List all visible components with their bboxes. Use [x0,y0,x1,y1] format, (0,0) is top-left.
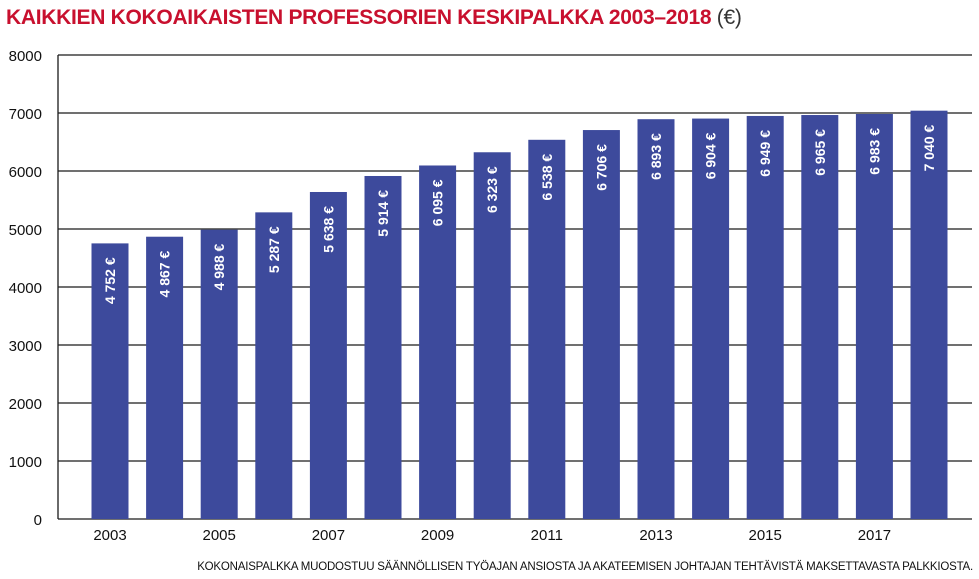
y-tick-label: 7000 [9,106,42,123]
bar-2018 [910,110,948,520]
bar-2003 [91,243,129,519]
chart-title-text: KAIKKIEN KOKOAIKAISTEN PROFESSORIEN KESK… [6,6,712,29]
chart-title: KAIKKIEN KOKOAIKAISTEN PROFESSORIEN KESK… [6,6,742,30]
bar-2016 [801,115,839,519]
bar-2017 [855,113,893,520]
bar-value-label: 6 893 € [648,133,664,180]
bar-2006 [255,212,293,519]
y-tick-label: 3000 [9,338,42,355]
x-tick-label: 2009 [421,527,454,544]
bar-2007 [309,191,347,519]
x-tick-label: 2017 [858,527,891,544]
bar-2015 [746,115,784,519]
bar-value-label: 5 287 € [266,226,282,273]
footnote: KOKONAISPALKKA MUODOSTUU SÄÄNNÖLLISEN TY… [197,561,973,573]
y-tick-label: 1000 [9,454,42,471]
bar-labels: 4 752 € 4 867 € 4 988 € 5 287 € 5 638 € 5 914… [102,124,937,304]
x-tick-label: 2005 [203,527,236,544]
chart-title-unit: (€) [716,6,742,29]
y-tick-label: 2000 [9,396,42,413]
bar-value-label: 4 988 € [211,243,227,290]
bars [91,110,948,520]
x-axis-ticks: 2003 2005 2007 2009 2011 2013 2015 2017 [93,527,891,544]
y-axis-ticks: 0 1000 2000 3000 4000 5000 6000 7000 8000 [9,48,42,529]
bar-value-label: 6 706 € [593,144,609,191]
bar-value-label: 6 904 € [703,132,719,179]
x-tick-label: 2007 [312,527,345,544]
x-tick-label: 2015 [749,527,782,544]
bar-2014 [692,118,730,520]
y-tick-label: 4000 [9,280,42,297]
bar-2013 [637,119,675,520]
bar-value-label: 5 914 € [375,190,391,237]
bar-value-label: 6 983 € [866,128,882,175]
bar-2011 [528,139,566,519]
bar-2012 [582,130,620,519]
bar-value-label: 4 867 € [157,251,173,298]
x-tick-label: 2003 [93,527,126,544]
bar-value-label: 6 323 € [484,166,500,213]
bar-2008 [364,175,402,519]
bar-value-label: 6 538 € [539,154,555,201]
y-tick-label: 0 [34,512,42,529]
y-tick-label: 5000 [9,222,42,239]
bar-2009 [419,165,457,520]
y-tick-label: 6000 [9,164,42,181]
bar-value-label: 6 965 € [812,129,828,176]
bar-value-label: 4 752 € [102,257,118,304]
bar-value-label: 6 095 € [430,179,446,226]
x-tick-label: 2013 [639,527,672,544]
bar-2004 [146,236,184,520]
bar-value-label: 6 949 € [757,130,773,177]
bar-value-label: 5 638 € [320,206,336,253]
bar-2005 [200,229,238,520]
bar-value-label: 7 040 € [921,124,937,171]
y-tick-label: 8000 [9,48,42,65]
x-tick-label: 2011 [531,527,563,544]
bar-2010 [473,152,511,520]
